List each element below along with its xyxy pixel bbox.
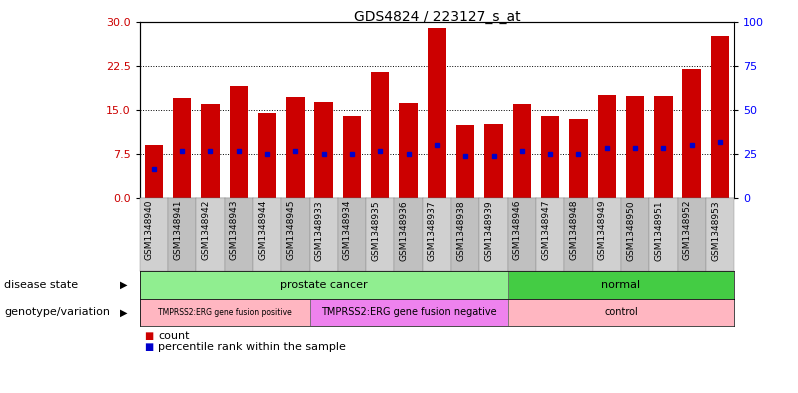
Text: ▶: ▶ [120,307,128,318]
Text: GSM1348937: GSM1348937 [428,200,437,261]
Text: genotype/variation: genotype/variation [4,307,110,318]
Bar [512,104,531,198]
Bar [258,113,276,198]
Text: GSM1348948: GSM1348948 [570,200,579,261]
Text: control: control [604,307,638,318]
Text: GSM1348934: GSM1348934 [343,200,352,261]
Text: prostate cancer: prostate cancer [280,280,367,290]
Bar [508,299,734,326]
Text: GDS4824 / 223127_s_at: GDS4824 / 223127_s_at [354,10,520,24]
Bar [711,36,729,198]
Bar [230,86,248,198]
Text: GSM1348943: GSM1348943 [230,200,239,261]
Text: GSM1348944: GSM1348944 [258,200,267,260]
Text: GSM1348942: GSM1348942 [201,200,211,260]
Bar [428,28,446,198]
Text: GSM1348950: GSM1348950 [626,200,635,261]
Text: GSM1348935: GSM1348935 [371,200,381,261]
Text: ▶: ▶ [120,280,128,290]
Bar [484,123,503,198]
Bar [144,145,163,198]
Bar [343,116,361,198]
Bar [399,103,418,198]
Text: GSM1348951: GSM1348951 [654,200,663,261]
Bar [654,96,673,198]
Text: GSM1348952: GSM1348952 [683,200,692,261]
Bar [140,271,508,299]
Text: GSM1348949: GSM1348949 [598,200,606,261]
Text: ■: ■ [144,342,153,352]
Text: ■: ■ [144,331,153,341]
Text: GSM1348953: GSM1348953 [711,200,720,261]
Bar [371,72,389,198]
Bar [140,299,310,326]
Bar [173,98,192,198]
Bar [201,104,219,198]
Text: GSM1348939: GSM1348939 [484,200,493,261]
Text: TMPRSS2:ERG gene fusion positive: TMPRSS2:ERG gene fusion positive [158,308,291,317]
Bar [286,97,305,198]
Text: normal: normal [602,280,641,290]
Text: disease state: disease state [4,280,78,290]
Bar [569,119,587,198]
Text: TMPRSS2:ERG gene fusion negative: TMPRSS2:ERG gene fusion negative [321,307,496,318]
Text: count: count [158,331,189,341]
Bar [598,95,616,198]
Text: GSM1348941: GSM1348941 [173,200,182,261]
Text: GSM1348936: GSM1348936 [400,200,409,261]
Bar [541,116,559,198]
Text: GSM1348938: GSM1348938 [456,200,465,261]
Bar [310,299,508,326]
Text: GSM1348947: GSM1348947 [541,200,550,261]
Bar [456,125,475,198]
Text: GSM1348945: GSM1348945 [286,200,295,261]
Bar [626,96,644,198]
Bar [314,102,333,198]
Text: percentile rank within the sample: percentile rank within the sample [158,342,346,352]
Text: GSM1348933: GSM1348933 [314,200,324,261]
Bar [682,69,701,198]
Bar [508,271,734,299]
Text: GSM1348946: GSM1348946 [513,200,522,261]
Text: GSM1348940: GSM1348940 [144,200,154,261]
